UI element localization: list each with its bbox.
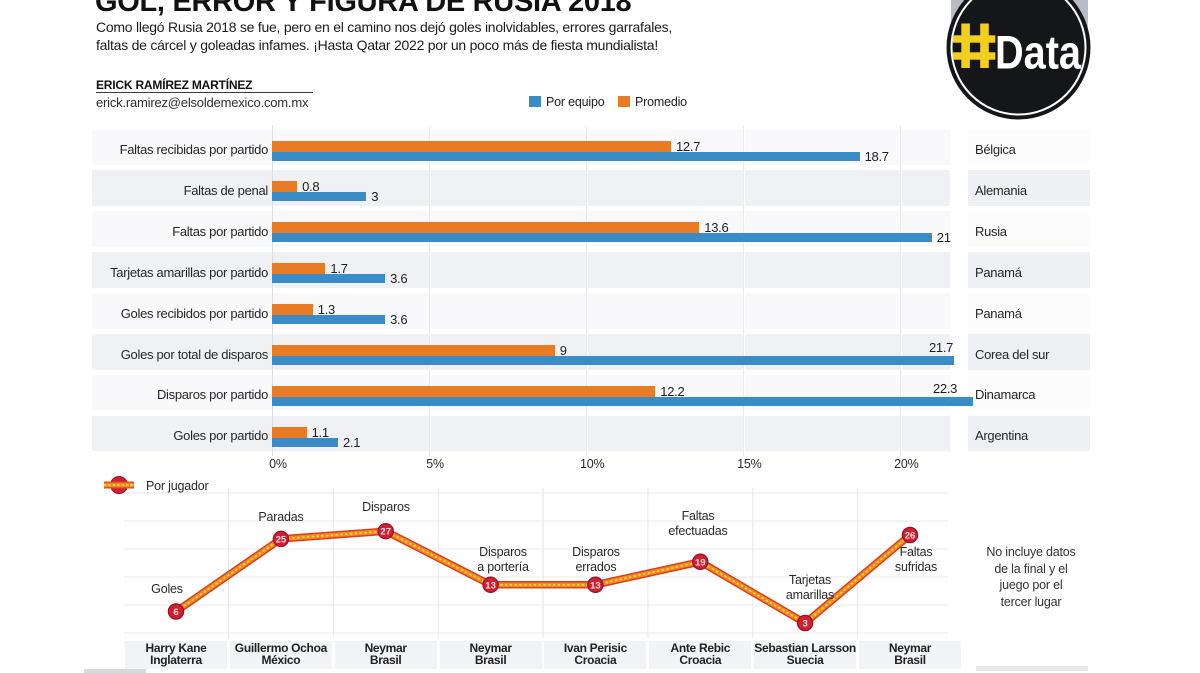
svg-text:26: 26 <box>905 531 916 542</box>
svg-text:Data: Data <box>995 26 1082 79</box>
svg-text:3: 3 <box>802 619 807 630</box>
svg-text:13: 13 <box>485 580 496 591</box>
svg-text:19: 19 <box>695 557 706 568</box>
svg-text:27: 27 <box>380 527 391 538</box>
svg-text:13: 13 <box>590 580 601 591</box>
svg-text:25: 25 <box>276 534 287 545</box>
svg-text:6: 6 <box>173 607 178 618</box>
